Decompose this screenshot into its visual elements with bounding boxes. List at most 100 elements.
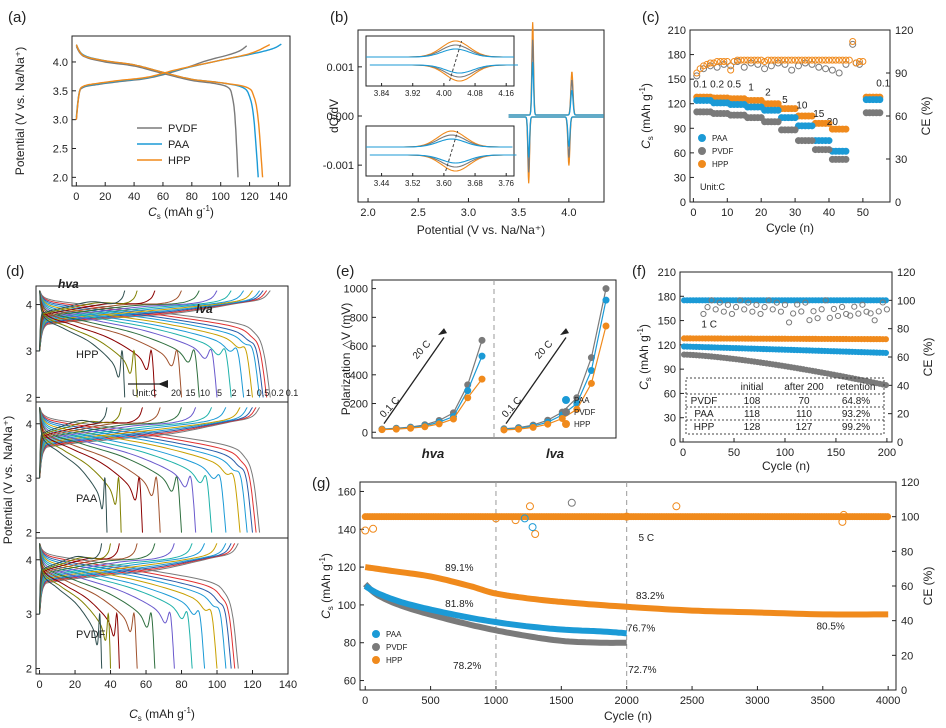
panel-d-xtick-label: 100: [208, 679, 226, 691]
panel-f-pvdf-ce: [867, 310, 874, 317]
panel-c-legend-text: HPP: [712, 160, 728, 169]
panel-c-hpp-ce: [835, 56, 843, 64]
panel-d-charge-curve: [39, 290, 218, 352]
panel-d-discharge-curve: [39, 290, 261, 398]
panel-e-arrow-head: [438, 328, 447, 336]
panel-c-hpp-ce: [818, 56, 826, 64]
panel-g-annotation: 83.2%: [636, 591, 664, 602]
panel-c-hpp-ce: [811, 56, 819, 64]
panel-d-charge-curve: [39, 543, 103, 615]
panel-e-lva-PAA-point: [602, 296, 610, 304]
panel-c-HPP-point: [842, 125, 850, 133]
panel-f-table-cell: 108: [744, 396, 761, 407]
panel-g-ytick-right-label: 60: [901, 581, 913, 593]
panel-f-ytick-label: 30: [664, 413, 676, 425]
panel-c-legend-text: PAA: [712, 134, 728, 143]
panel-f-table-cell: 127: [796, 422, 813, 433]
panel-b-inset-top-tick-label: 3.92: [405, 89, 421, 98]
panel-g-xtick-label: 1000: [484, 695, 508, 707]
panel-f-pvdf-ce: [708, 297, 715, 304]
panel-c-rate-label: 0.5: [727, 79, 741, 90]
panel-f-xtick-label: 100: [776, 447, 794, 459]
panel-g-xtick-label: 1500: [549, 695, 573, 707]
panel-c-hpp-ce: [754, 56, 762, 64]
panel-d-sublabel: HPP: [76, 349, 99, 361]
panel-c-legend-marker: [698, 160, 706, 168]
panel-e-group-hva: hva: [422, 446, 444, 461]
panel-c-rate-label: 1: [748, 83, 754, 94]
panel-f-table-cell: HPP: [694, 422, 715, 433]
panel-c-pvdf-ce: [808, 60, 816, 68]
panel-c-hpp-ce: [703, 60, 711, 68]
panel-d-arrow-head: [158, 380, 168, 388]
panel-g-legend-text: PAA: [386, 630, 402, 639]
xlabel-part: (mAh g: [142, 707, 184, 721]
panel-f-ytick-right-label: 0: [897, 437, 903, 449]
panel-a-legend-text: HPP: [168, 155, 191, 167]
panel-f-pvdf-ce: [728, 310, 736, 318]
panel-c-hpp-ce: [794, 56, 802, 64]
panel-d-ylabel: Potential (V vs. Na/Na⁺): [1, 416, 15, 544]
panel-e-lva-HPP-point: [558, 414, 566, 422]
xlabel-part: C: [129, 707, 138, 721]
panel-d-discharge-curve: [39, 407, 261, 533]
panel-a-xtick-label: 100: [212, 191, 230, 203]
panel-f-pvdf-ce: [720, 308, 727, 315]
panel-c-hpp-ce: [720, 58, 728, 66]
panel-f-table-frame: [685, 377, 885, 435]
panel-c-xtick-label: 10: [721, 207, 733, 219]
panel-c-hpp-ce: [761, 58, 769, 66]
panel-d-discharge-curve: [39, 543, 239, 669]
panel-c-rate-label: 15: [813, 109, 825, 120]
panel-b-inset-bottom-tick-label: 3.76: [498, 179, 514, 188]
panel-c-PVDF-point: [842, 155, 850, 163]
panel-c-pvdf-ce: [788, 66, 796, 74]
panel-d-rate-label: 1: [246, 388, 251, 398]
panel-f-pvdf-ce: [790, 310, 797, 317]
panel-f-pvdf-ce: [704, 304, 711, 311]
panel-b-inset-bottom-curve-down: [369, 154, 517, 164]
panel-c-HPP-point: [825, 119, 833, 127]
panel-d-charge-curve: [39, 543, 193, 615]
panel-d-xtick-label: 60: [140, 679, 152, 691]
panel-b-xtick-label: 3.5: [511, 207, 526, 219]
panel-a-ytick-label: 3.0: [53, 115, 68, 127]
panel-c-pvdf-ce: [815, 63, 823, 71]
panel-b-inset-bottom-tick-label: 3.68: [467, 179, 483, 188]
panel-c-ytick-label: 30: [674, 172, 686, 184]
panel-d-hva: hva: [58, 277, 79, 291]
panel-f-xtick-label: 50: [728, 447, 740, 459]
panel-e-hva-HPP-point: [435, 420, 443, 428]
panel-c-ytick-right-label: 0: [895, 197, 901, 209]
panel-f-pvdf-ce: [822, 297, 829, 304]
xlabel-part: ): [191, 707, 195, 721]
panel-c-hpp-ce: [798, 56, 806, 64]
panel-g-ce-outlier: [361, 526, 370, 535]
panel-f-ytick-label: 120: [658, 340, 676, 352]
panel-f-ytick-right-label: 40: [897, 380, 909, 392]
panel-e-hva-HPP-point: [407, 424, 415, 432]
panel-d-discharge-curve: [39, 543, 232, 669]
panel-e-arrow-head: [560, 328, 569, 336]
panel-d-sublabel: PAA: [76, 493, 98, 505]
panel-d-discharge-curve: [39, 543, 111, 669]
panel-c-rate-label: 0.1: [876, 79, 890, 90]
panel-b-ylabel: dQ/dV: [327, 99, 341, 133]
panel-b-ytick-label: -0.001: [323, 160, 354, 172]
panel-f-ytick-right-label: 100: [897, 295, 915, 307]
panel-g-ytick-label: 120: [338, 562, 356, 574]
panel-a-ytick-label: 2.0: [53, 172, 68, 184]
panel-f-pvdf-ce: [761, 304, 768, 311]
panel-d-discharge-curve: [39, 290, 156, 398]
panel-g-ylabel-right: CE (%): [921, 567, 935, 606]
ylabel-sub: s: [646, 136, 655, 140]
panel-c-hpp-ce: [693, 69, 701, 77]
panel-f-xtick-label: 0: [680, 447, 686, 459]
panel-a-xtick-label: 40: [128, 191, 140, 203]
panel-e-lva-HPP-point: [515, 425, 523, 433]
panel-c-hpp-ce: [791, 56, 799, 64]
panel-d-0-ytick-label: 3: [26, 346, 32, 358]
panel-g-ytick-right-label: 20: [901, 650, 913, 662]
panel-d-charge-curve: [39, 290, 126, 352]
panel-f-pvdf-ce: [851, 303, 858, 310]
